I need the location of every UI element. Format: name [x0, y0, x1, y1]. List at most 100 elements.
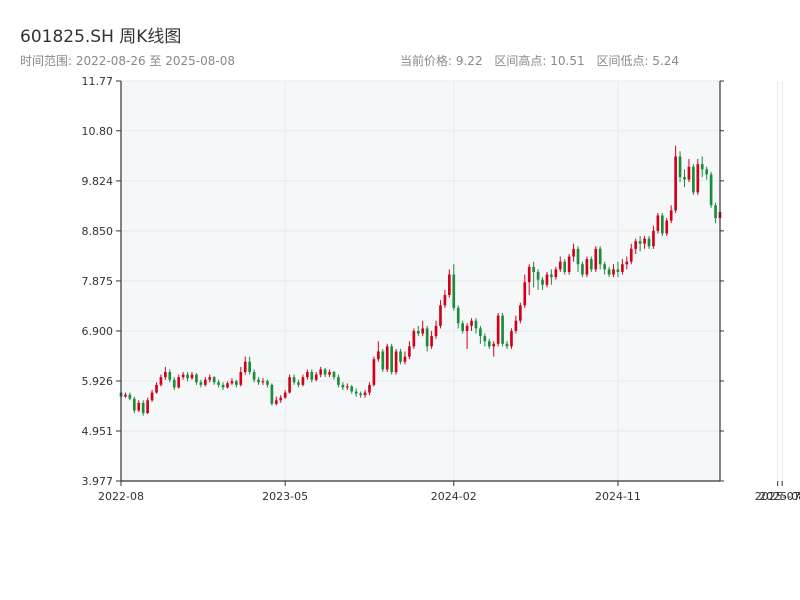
- candle: [306, 369, 309, 380]
- candle: [492, 341, 496, 357]
- candle-body: [208, 377, 212, 380]
- candle: [714, 202, 717, 224]
- candle-body: [616, 269, 620, 272]
- candle: [190, 372, 194, 380]
- candle: [558, 256, 562, 272]
- candle: [576, 246, 580, 272]
- candle-body: [656, 215, 660, 231]
- candle-body: [669, 210, 673, 221]
- candle-body: [505, 343, 509, 347]
- x-tick-label: 2022-08: [98, 490, 144, 503]
- candle: [310, 369, 314, 383]
- candle-body: [235, 381, 238, 385]
- candle-body: [310, 372, 314, 380]
- y-tick-label: 11.77: [82, 75, 114, 88]
- candle-body: [425, 328, 429, 347]
- candle: [403, 351, 407, 365]
- candle-body: [660, 215, 664, 234]
- candle: [128, 392, 132, 401]
- candle: [554, 266, 558, 280]
- candle-body: [332, 372, 336, 378]
- candle-body: [607, 269, 611, 275]
- candle-body: [558, 261, 562, 270]
- candle-body: [252, 372, 256, 380]
- candle: [385, 343, 389, 373]
- candle: [377, 341, 380, 362]
- candle: [443, 289, 447, 308]
- candle-body: [496, 315, 500, 344]
- candle-body: [678, 156, 682, 177]
- candle: [416, 325, 420, 337]
- candle-body: [292, 377, 296, 383]
- range-high: 区间高点: 10.51: [494, 54, 585, 68]
- candle: [514, 315, 518, 334]
- candle: [124, 392, 127, 398]
- candle-body: [585, 259, 589, 275]
- candle: [146, 397, 149, 415]
- candle: [709, 171, 713, 208]
- candle-body: [448, 274, 451, 296]
- candle-body: [394, 351, 398, 373]
- candle: [536, 269, 540, 290]
- candle-body: [221, 384, 225, 388]
- candle-body: [274, 400, 278, 404]
- candle: [248, 356, 252, 375]
- candle-body: [399, 351, 402, 362]
- candle: [527, 264, 531, 296]
- candle-body: [203, 379, 207, 385]
- candle-body: [692, 166, 695, 193]
- candle-body: [323, 369, 327, 375]
- candle: [159, 374, 163, 387]
- candle-body: [337, 377, 340, 385]
- candle: [221, 382, 225, 390]
- candle-body: [554, 269, 558, 278]
- candle: [270, 383, 274, 406]
- candle: [425, 325, 429, 352]
- candle: [341, 382, 345, 390]
- candle-body: [700, 164, 704, 170]
- candle-body: [709, 174, 713, 206]
- candle: [155, 382, 158, 394]
- candle: [448, 269, 451, 298]
- candle: [647, 236, 651, 249]
- candle-body: [452, 274, 456, 308]
- candle-body: [306, 372, 309, 378]
- candle: [612, 264, 615, 278]
- candle-body: [594, 248, 598, 270]
- candle: [314, 372, 318, 382]
- y-tick-label: 6.900: [82, 325, 114, 338]
- candle: [372, 356, 376, 387]
- candle: [359, 391, 362, 398]
- candle-body: [638, 241, 642, 244]
- candle-body: [403, 356, 407, 362]
- candle: [594, 246, 598, 272]
- candle-body: [314, 374, 318, 380]
- candle: [181, 372, 185, 380]
- x-tick-label: 2023-05: [262, 490, 308, 503]
- candle: [208, 374, 212, 383]
- candle-body: [230, 381, 234, 384]
- candle-body: [714, 205, 717, 219]
- candle-body: [341, 384, 345, 388]
- candle: [212, 376, 216, 385]
- candle-body: [510, 330, 513, 347]
- y-tick-label: 10.80: [82, 125, 114, 138]
- candle-body: [363, 392, 367, 396]
- candle-body: [527, 266, 531, 283]
- candle: [470, 318, 473, 331]
- candle: [439, 300, 442, 329]
- candle: [487, 338, 491, 349]
- candle-body: [523, 282, 527, 306]
- x-tick-label: 2024-02: [431, 490, 477, 503]
- candle: [629, 243, 633, 265]
- candle: [337, 374, 340, 388]
- candle: [257, 377, 260, 385]
- candle: [474, 318, 478, 334]
- candle-body: [385, 346, 389, 370]
- candle: [412, 328, 416, 349]
- candle: [678, 151, 682, 183]
- candle: [589, 256, 593, 272]
- candle-body: [217, 382, 220, 385]
- candle-body: [128, 394, 132, 399]
